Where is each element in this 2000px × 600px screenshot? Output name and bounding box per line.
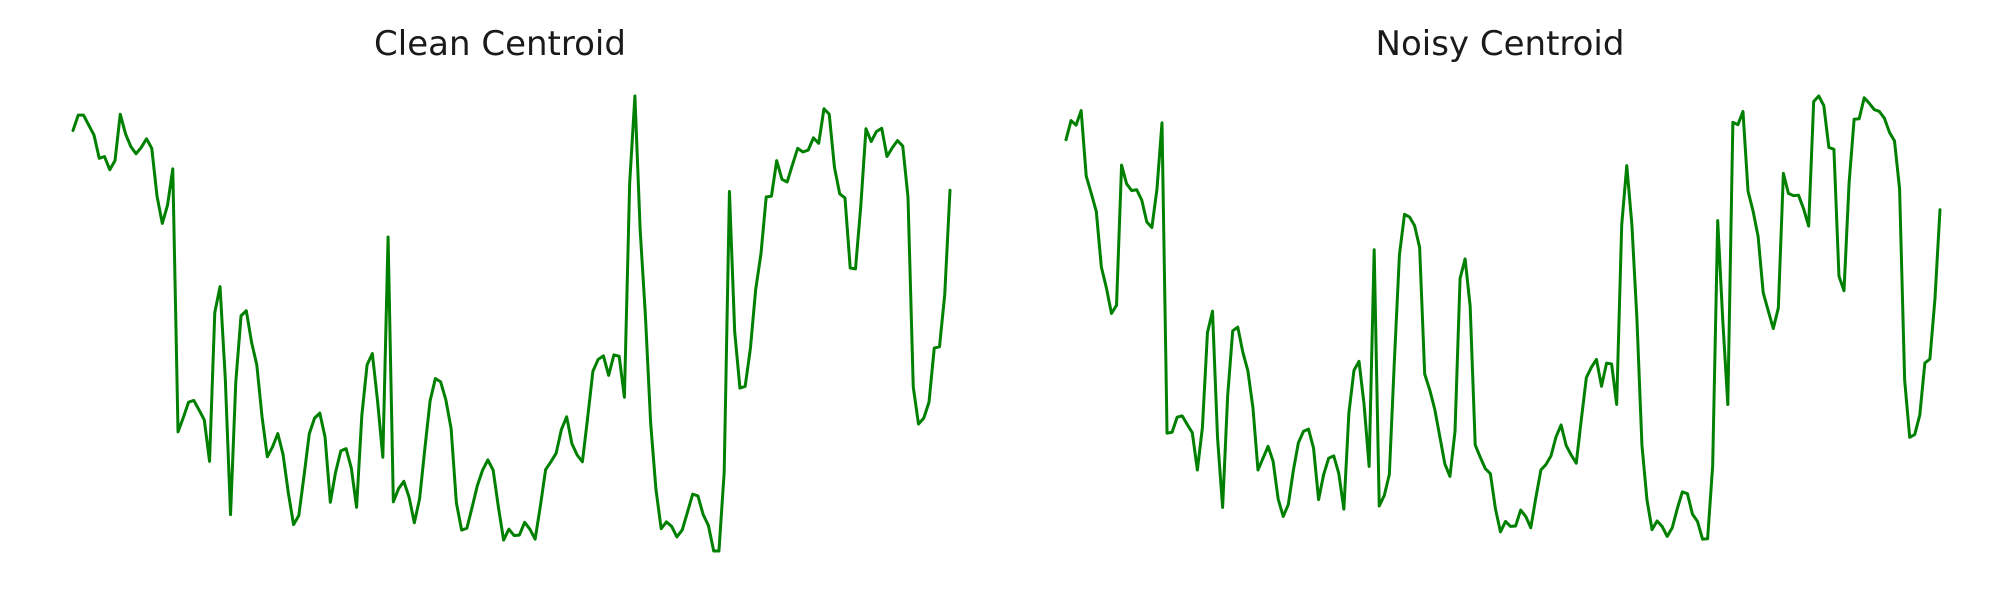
clean-centroid-plot	[71, 94, 952, 553]
noisy-centroid-panel: Noisy Centroid	[1000, 0, 2000, 600]
chart-title: Clean Centroid	[374, 24, 626, 64]
chart-title: Noisy Centroid	[1375, 24, 1625, 64]
clean-centroid-panel: Clean Centroid	[71, 24, 952, 553]
series-line	[1064, 94, 1942, 541]
series-line	[71, 94, 952, 553]
noisy-centroid-plot	[1064, 94, 1942, 541]
